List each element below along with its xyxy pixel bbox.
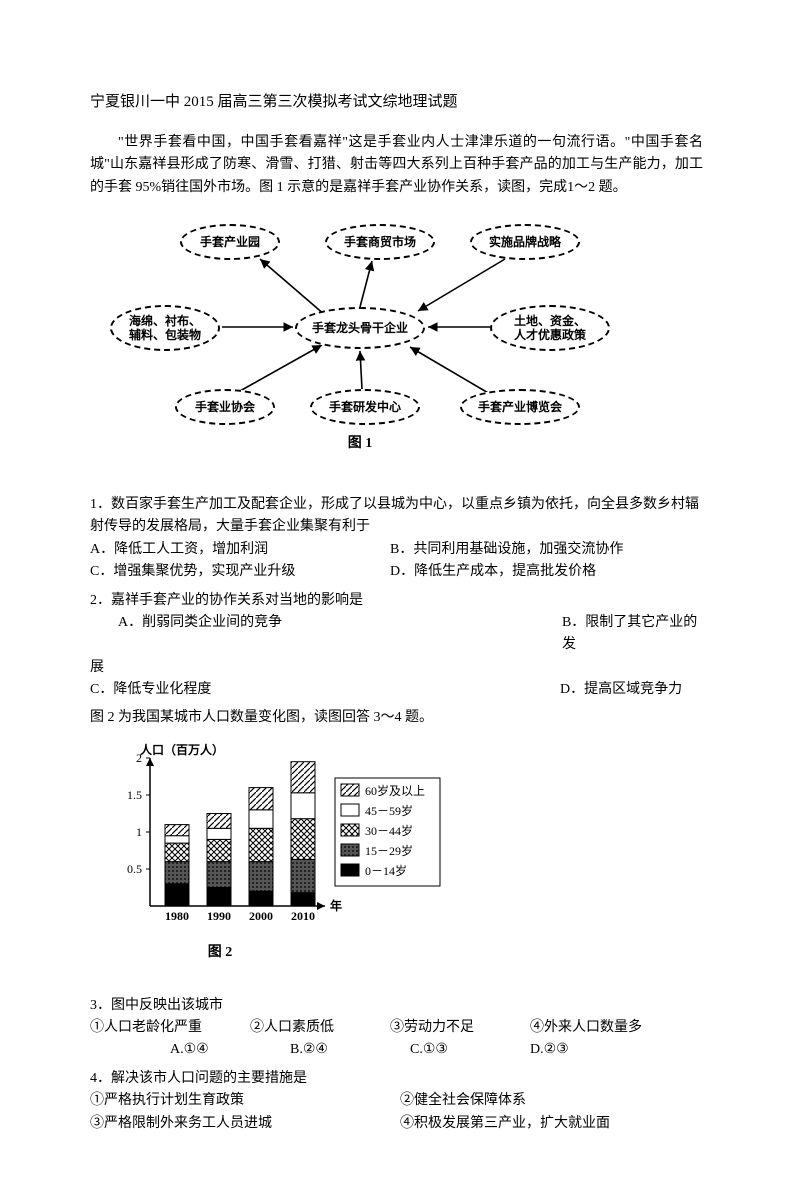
exam-page: 宁夏银川一中 2015 届高三第三次模拟考试文综地理试题 "世界手套看中国，中国… [0, 0, 793, 1195]
q3-choice-c: C.①③ [410, 1039, 530, 1061]
question-1: 1．数百家手套生产加工及配套企业，形成了以县城为中心，以重点乡镇为依托，向全县多… [90, 494, 703, 584]
svg-text:人口（百万人）: 人口（百万人） [140, 742, 224, 757]
q3-stem: 3．图中反映出该城市 [90, 995, 703, 1017]
node-mid-right: 土地、资金、 人才优惠政策 [490, 305, 610, 351]
population-chart-svg: 0.511.52人口（百万人）年198019902000201060岁及以上45… [100, 738, 450, 938]
intro-paragraph: "世界手套看中国，中国手套看嘉祥"这是手套业内人士津津乐道的一句流行语。"中国手… [90, 132, 703, 199]
figure-1: 手套龙头骨干企业 手套产业园 手套商贸市场 实施品牌战略 海绵、衬布、 辅料、包… [90, 219, 703, 455]
node-bot-center: 手套研发中心 [310, 389, 420, 425]
q3-opt4: ④外来人口数量多 [530, 1017, 642, 1039]
q3-opt1: ①人口老龄化严重 [90, 1017, 250, 1039]
q2-choice-b-cont: 展 [90, 657, 703, 679]
svg-text:2000: 2000 [249, 909, 273, 923]
q3-choice-a: A.①④ [170, 1039, 290, 1061]
svg-text:1980: 1980 [165, 909, 189, 923]
node-top-left: 手套产业园 [180, 224, 280, 260]
svg-text:0－14岁: 0－14岁 [365, 863, 407, 878]
q3-choice-b: B.②④ [290, 1039, 410, 1061]
q4-opt4: ④积极发展第三产业，扩大就业面 [400, 1113, 610, 1135]
q1-choice-c: C．增强集聚优势，实现产业升级 [90, 561, 390, 583]
node-mid-left: 海绵、衬布、 辅料、包装物 [110, 305, 220, 351]
node-center: 手套龙头骨干企业 [295, 307, 425, 349]
concept-map: 手套龙头骨干企业 手套产业园 手套商贸市场 实施品牌战略 海绵、衬布、 辅料、包… [110, 219, 610, 429]
q1-choice-b: B．共同利用基础设施，加强交流协作 [390, 539, 623, 561]
question-2: 2．嘉祥手套产业的协作关系对当地的影响是 A．削弱同类企业间的竞争 B．限制了其… [90, 590, 703, 702]
node-top-right: 实施品牌战略 [470, 224, 580, 260]
svg-text:30－44岁: 30－44岁 [365, 823, 413, 838]
q1-choice-a: A．降低工人工资，增加利润 [90, 539, 390, 561]
svg-text:0.5: 0.5 [127, 862, 142, 876]
svg-text:15－29岁: 15－29岁 [365, 843, 413, 858]
q4-opt1: ①严格执行计划生育政策 [90, 1090, 400, 1112]
node-bot-left: 手套业协会 [175, 389, 275, 425]
q3-choice-d: D.②③ [530, 1039, 650, 1061]
svg-text:1990: 1990 [207, 909, 231, 923]
figure-2-label: 图 2 [120, 942, 320, 964]
svg-text:2010: 2010 [291, 909, 315, 923]
q4-opt3: ③严格限制外来务工人员进城 [90, 1113, 400, 1135]
q2-choice-c: C．降低专业化程度 [90, 679, 560, 701]
page-title: 宁夏银川一中 2015 届高三第三次模拟考试文综地理试题 [90, 90, 703, 114]
figure-1-label: 图 1 [110, 433, 610, 455]
q2-choice-a: A．削弱同类企业间的竞争 [90, 612, 562, 657]
svg-text:45－59岁: 45－59岁 [365, 803, 413, 818]
question-3: 3．图中反映出该城市 ①人口老龄化严重 ②人口素质低 ③劳动力不足 ④外来人口数… [90, 995, 703, 1062]
svg-text:60岁及以上: 60岁及以上 [365, 783, 425, 798]
q1-choice-d: D．降低生产成本，提高批发价格 [390, 561, 596, 583]
figure-2-intro: 图 2 为我国某城市人口数量变化图，读图回答 3～4 题。 [90, 707, 703, 729]
q3-opt3: ③劳动力不足 [390, 1017, 530, 1039]
svg-text:1.5: 1.5 [127, 788, 142, 802]
node-bot-right: 手套产业博览会 [460, 389, 580, 425]
q4-stem: 4．解决该市人口问题的主要措施是 [90, 1068, 703, 1090]
q2-stem: 2．嘉祥手套产业的协作关系对当地的影响是 [90, 590, 703, 612]
q3-opt2: ②人口素质低 [250, 1017, 390, 1039]
q2-choice-b: B．限制了其它产业的发 [562, 612, 703, 657]
q4-opt2: ②健全社会保障体系 [400, 1090, 526, 1112]
question-4: 4．解决该市人口问题的主要措施是 ①严格执行计划生育政策 ②健全社会保障体系 ③… [90, 1068, 703, 1135]
q1-stem: 1．数百家手套生产加工及配套企业，形成了以县城为中心，以重点乡镇为依托，向全县多… [90, 494, 703, 539]
node-top-center: 手套商贸市场 [325, 224, 435, 260]
q2-choice-d: D．提高区域竞争力 [560, 679, 682, 701]
figure-2: 0.511.52人口（百万人）年198019902000201060岁及以上45… [90, 738, 703, 964]
svg-text:1: 1 [136, 825, 142, 839]
svg-text:年: 年 [330, 898, 342, 913]
